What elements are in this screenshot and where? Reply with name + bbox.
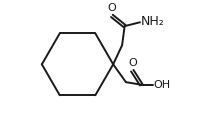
Text: OH: OH bbox=[153, 80, 170, 90]
Text: O: O bbox=[107, 3, 116, 13]
Text: NH₂: NH₂ bbox=[140, 15, 164, 28]
Text: O: O bbox=[128, 58, 137, 68]
